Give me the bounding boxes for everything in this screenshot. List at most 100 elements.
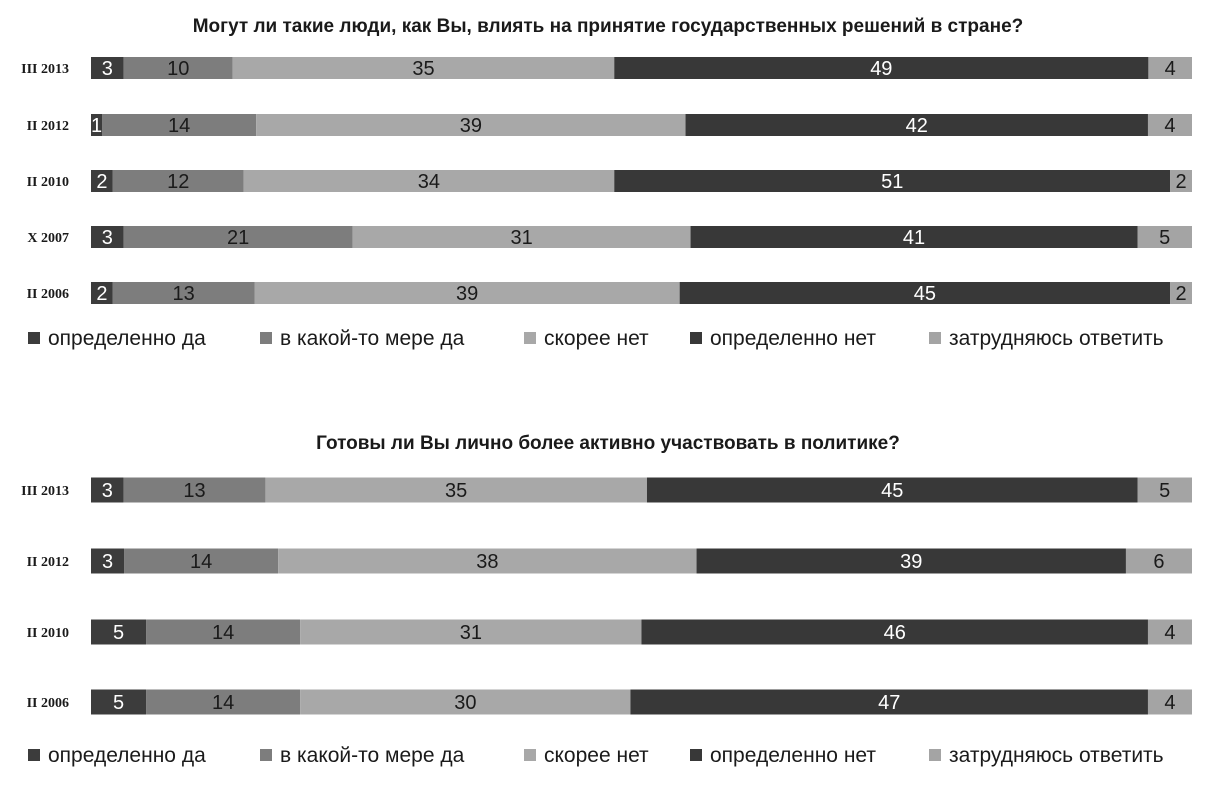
data-label: 49: [870, 58, 892, 80]
data-label: 47: [878, 692, 900, 714]
legend-label: в какой-то мере да: [280, 744, 465, 767]
data-label: 6: [1153, 551, 1164, 573]
bar-segment: [685, 114, 1148, 136]
bar-segment: [91, 170, 113, 192]
legend-label: в какой-то мере да: [280, 327, 465, 350]
data-label: 35: [445, 480, 467, 502]
legend-swatch: [28, 332, 40, 344]
category-label: X 2007: [27, 231, 69, 246]
data-label: 5: [113, 622, 124, 644]
data-label: 10: [167, 58, 189, 80]
bar-segment: [124, 548, 279, 574]
bar-segment: [91, 57, 124, 79]
bar-segment: [1147, 114, 1192, 136]
data-label: 5: [1159, 480, 1170, 502]
data-label: 35: [412, 58, 434, 80]
data-label: 4: [1164, 115, 1175, 137]
category-label: III 2013: [21, 62, 69, 77]
bar-segment: [352, 226, 691, 248]
data-label: 31: [460, 622, 482, 644]
data-label: 4: [1164, 692, 1175, 714]
bar-segment: [614, 170, 1171, 192]
data-label: 46: [884, 622, 906, 644]
legend-swatch: [260, 749, 272, 761]
legend-swatch: [690, 332, 702, 344]
bar-segment: [146, 689, 301, 715]
data-label: 39: [900, 551, 922, 573]
bar-segment: [91, 477, 124, 503]
data-label: 5: [113, 692, 124, 714]
data-label: 13: [183, 480, 205, 502]
bar-segment: [91, 548, 125, 574]
bar-segment: [256, 114, 686, 136]
data-label: 14: [212, 622, 234, 644]
category-label: III 2013: [21, 484, 69, 499]
data-label: 14: [212, 692, 234, 714]
data-label: 41: [903, 227, 925, 249]
legend-label: определенно да: [48, 744, 206, 767]
category-label: II 2010: [27, 175, 69, 190]
bar-segment: [646, 477, 1138, 503]
legend-swatch: [524, 332, 536, 344]
bar-segment: [690, 226, 1138, 248]
data-label: 39: [456, 283, 478, 305]
bar-segment: [300, 689, 631, 715]
bar-segment: [641, 619, 1148, 645]
data-label: 3: [102, 480, 113, 502]
legend-swatch: [929, 749, 941, 761]
bar-segment: [614, 57, 1149, 79]
data-label: 13: [173, 283, 195, 305]
data-label: 2: [1176, 171, 1187, 193]
bar-segment: [146, 619, 301, 645]
legend-label: определенно нет: [710, 327, 876, 350]
legend-swatch: [524, 749, 536, 761]
bar-segment: [91, 619, 147, 645]
bar-segment: [91, 114, 103, 136]
bar-segment: [123, 57, 233, 79]
category-label: II 2010: [27, 626, 69, 641]
data-label: 34: [418, 171, 440, 193]
bar-segment: [696, 548, 1126, 574]
data-label: 1: [91, 115, 102, 137]
bar-segment: [1170, 282, 1192, 304]
legend-label: затрудняюсь ответить: [949, 327, 1164, 350]
bar-segment: [123, 477, 266, 503]
category-label: II 2012: [27, 119, 69, 134]
bar-segment: [91, 689, 147, 715]
data-label: 14: [190, 551, 212, 573]
data-label: 14: [168, 115, 190, 137]
bar-segment: [1170, 170, 1192, 192]
data-label: 5: [1159, 227, 1170, 249]
category-label: II 2006: [27, 287, 69, 302]
data-label: 4: [1165, 58, 1176, 80]
bar-segment: [1125, 548, 1192, 574]
legend-swatch: [28, 749, 40, 761]
legend-label: затрудняюсь ответить: [949, 744, 1164, 767]
data-label: 21: [227, 227, 249, 249]
legend-label: скорее нет: [544, 327, 649, 350]
legend-swatch: [690, 749, 702, 761]
bar-segment: [679, 282, 1171, 304]
legend-swatch: [260, 332, 272, 344]
legend-swatch: [929, 332, 941, 344]
legend-label: скорее нет: [544, 744, 649, 767]
category-label: II 2012: [27, 555, 69, 570]
data-label: 38: [476, 551, 498, 573]
data-label: 3: [102, 58, 113, 80]
legend-label: определенно да: [48, 327, 206, 350]
legend-label: определенно нет: [710, 744, 876, 767]
bar-segment: [243, 170, 615, 192]
data-label: 4: [1164, 622, 1175, 644]
data-label: 31: [510, 227, 532, 249]
bar-segment: [1137, 477, 1192, 503]
bar-segment: [630, 689, 1148, 715]
bar-segment: [1147, 619, 1192, 645]
data-label: 2: [1176, 283, 1187, 305]
bar-segment: [265, 477, 647, 503]
data-label: 12: [167, 171, 189, 193]
bar-segment: [232, 57, 615, 79]
data-label: 45: [881, 480, 903, 502]
bar-segment: [300, 619, 642, 645]
data-label: 2: [96, 171, 107, 193]
